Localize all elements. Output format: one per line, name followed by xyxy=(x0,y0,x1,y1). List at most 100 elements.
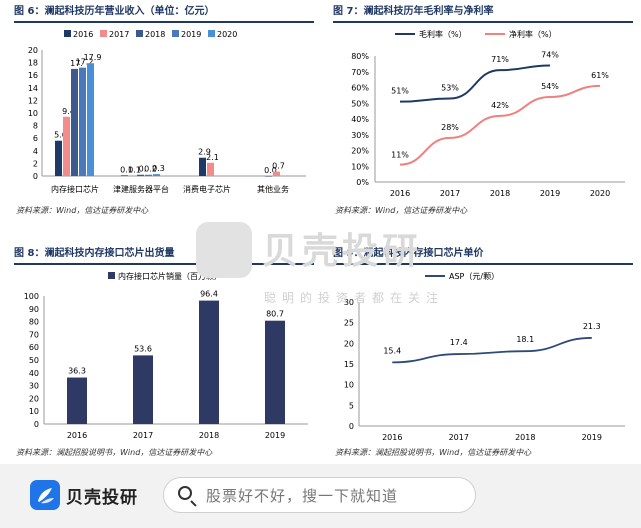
x-tick-label: 2018 xyxy=(515,433,535,442)
figure-9-title: 图 9：澜起科技内存接口芯片单价 xyxy=(333,248,484,259)
y-tick-label: 70% xyxy=(351,68,369,77)
legend-label: 2020 xyxy=(217,30,237,39)
x-tick-label: 2019 xyxy=(582,433,602,442)
figure-8-chart: 0 10 20 30 40 50 60 70 80 90 100 内存接口芯片销量（百万颗） 36.3 2… xyxy=(24,271,308,440)
data-label: 80.7 xyxy=(266,310,284,319)
search-input[interactable]: 股票好不好，搜一下就知道 xyxy=(163,477,476,513)
bar xyxy=(145,174,152,176)
x-tick-label: 2017 xyxy=(449,433,469,442)
figure-7-panel: 图 7：澜起科技历年毛利率与净利率 0% 10% 20% 30% 40% 50% 60% 70… xyxy=(333,4,633,220)
legend-swatch xyxy=(64,30,71,37)
data-label: 0.0 xyxy=(264,166,277,175)
data-label: 15.4 xyxy=(383,346,401,355)
x-tick-label: 2020 xyxy=(590,189,610,198)
watermark-brand: 贝壳投研 xyxy=(262,231,423,272)
series-line xyxy=(392,337,592,364)
figure-6-chart: 0 2 4 6 8 10 12 14 16 18 20 2016 2017 2018 2019 2020 5.6… xyxy=(28,30,306,194)
data-label: 18.1 xyxy=(516,335,534,344)
y-tick-label: 80% xyxy=(351,52,369,61)
y-tick-label: 20% xyxy=(351,147,369,156)
legend-label: 2018 xyxy=(145,30,165,39)
legend-label: 2017 xyxy=(109,30,129,39)
bar xyxy=(199,300,219,424)
figure-7-chart: 0% 10% 20% 30% 40% 50% 60% 70% 80% 2016 2017 2018 20… xyxy=(351,29,625,198)
x-tick-label: 其他业务 xyxy=(257,184,289,194)
y-tick-label: 30% xyxy=(351,131,369,140)
x-tick-label: 2019 xyxy=(540,189,560,198)
legend-swatch xyxy=(108,272,115,279)
y-tick-label: 4 xyxy=(33,147,38,156)
x-tick-label: 消费电子芯片 xyxy=(183,184,231,194)
bar xyxy=(79,67,86,176)
y-tick-label: 12 xyxy=(28,96,38,105)
y-tick-label: 16 xyxy=(28,71,38,80)
bar xyxy=(121,175,128,176)
data-label: 0.3 xyxy=(152,164,165,173)
legend-label: 毛利率（%） xyxy=(419,29,467,39)
legend-label: 内存接口芯片销量（百万颗） xyxy=(118,271,222,281)
data-label: 2.1 xyxy=(206,153,219,162)
figure-6-source: 资料来源：Wind，信达证券研发中心 xyxy=(16,206,149,215)
bar xyxy=(87,63,94,177)
figure-6-title: 图 6：澜起科技历年营业收入（单位：亿元） xyxy=(14,6,215,17)
data-label: 42% xyxy=(491,101,509,110)
data-label: 96.4 xyxy=(200,290,218,299)
figure-8-title: 图 8：澜起科技内存接口芯片出货量 xyxy=(14,248,175,259)
y-tick-label: 100 xyxy=(24,292,39,301)
figure-6-title-rule xyxy=(14,21,314,23)
data-label: 0.2 xyxy=(144,165,157,174)
brand-logo-icon[interactable] xyxy=(30,480,60,510)
search-icon[interactable] xyxy=(178,486,192,500)
bar xyxy=(55,140,62,176)
bar xyxy=(199,157,206,176)
data-label: 74% xyxy=(541,50,559,59)
x-tick-label: 2017 xyxy=(440,189,460,198)
data-label: 0.1 xyxy=(128,165,141,174)
data-label: 11% xyxy=(391,151,409,160)
y-tick-label: 0 xyxy=(33,172,38,181)
bar xyxy=(63,116,70,176)
y-tick-label: 90 xyxy=(29,305,39,314)
data-label: 0. xyxy=(139,165,147,174)
figure-8-source: 资料来源：澜起招股说明书，Wind，信达证券研发中心 xyxy=(16,448,213,457)
brand-name[interactable]: 贝壳投研 xyxy=(66,488,138,508)
series-line xyxy=(399,64,551,103)
bar xyxy=(207,162,214,176)
data-label: 17.9 xyxy=(84,53,102,62)
y-tick-label: 18 xyxy=(28,59,38,68)
legend-swatch xyxy=(208,30,215,37)
data-label: 61% xyxy=(591,71,609,80)
y-tick-label: 40% xyxy=(351,115,369,124)
y-tick-label: 10 xyxy=(344,381,354,390)
figure-9-panel: 图 9：澜起科技内存接口芯片单价 0 5 10 15 20 25 30 2016 2017 201… xyxy=(333,246,633,460)
figure-7-title-rule xyxy=(333,21,633,23)
watermark-slogan: 聪明的投资者都在关注 xyxy=(264,291,445,305)
series-line xyxy=(399,84,601,166)
y-tick-label: 20 xyxy=(29,394,39,403)
data-label: 71% xyxy=(491,55,509,64)
x-tick-label: 2016 xyxy=(67,431,87,440)
y-tick-label: 40 xyxy=(29,369,39,378)
legend-label: 净利率（%） xyxy=(509,29,557,39)
data-label: 17.4 xyxy=(450,338,468,347)
y-tick-label: 10 xyxy=(28,109,38,118)
y-tick-label: 60 xyxy=(29,343,39,352)
data-label: 0.7 xyxy=(272,162,285,171)
data-label: 53% xyxy=(441,84,459,93)
watermark-logo-icon xyxy=(196,222,252,278)
y-tick-label: 10% xyxy=(351,162,369,171)
legend-swatch xyxy=(172,30,179,37)
x-tick-label: 津建服务器平台 xyxy=(113,184,169,194)
bar xyxy=(265,320,285,424)
legend-label: 2019 xyxy=(181,30,201,39)
figure-6-panel: 图 6：澜起科技历年营业收入（单位：亿元） 0 2 4 6 8 10 12 14 16 18 20 2… xyxy=(14,4,314,220)
y-tick-label: 70 xyxy=(29,330,39,339)
y-tick-label: 30 xyxy=(29,382,39,391)
y-tick-label: 14 xyxy=(28,84,38,93)
y-tick-label: 50% xyxy=(351,99,369,108)
y-tick-label: 5 xyxy=(349,401,354,410)
x-tick-label: 2018 xyxy=(199,431,219,440)
bar xyxy=(129,175,136,176)
data-label: 28% xyxy=(441,123,459,132)
y-tick-label: 15 xyxy=(344,360,354,369)
